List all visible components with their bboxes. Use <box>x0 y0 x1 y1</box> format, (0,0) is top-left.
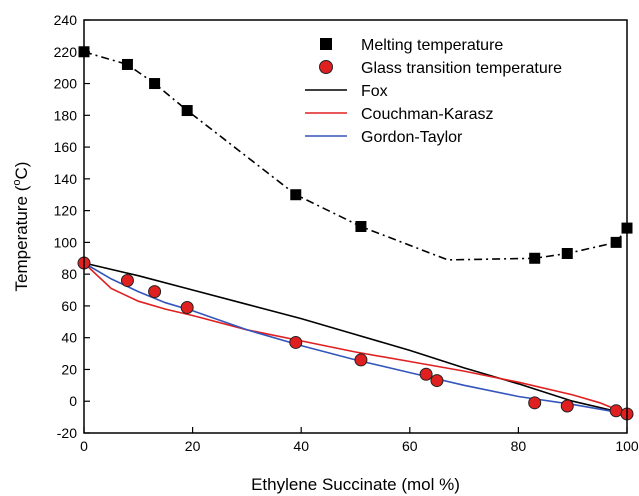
y-tick-label: 220 <box>54 44 78 60</box>
y-tick-label: 40 <box>61 330 77 346</box>
y-axis-title-unit: C) <box>12 162 31 180</box>
glass-transition-marker <box>609 404 623 418</box>
y-tick-label: 20 <box>61 361 77 377</box>
y-axis-title: Temperature (oC) <box>11 162 31 292</box>
x-axis-title: Ethylene Succinate (mol %) <box>251 475 460 494</box>
y-tick-label: -20 <box>57 425 77 441</box>
y-tick-label: 180 <box>54 107 78 123</box>
melting-point-marker <box>529 252 541 264</box>
glass-transition-marker <box>289 335 303 349</box>
legend-circle-icon <box>319 60 333 74</box>
x-tick-label: 100 <box>615 438 639 454</box>
y-tick-label: 240 <box>54 12 78 28</box>
legend-label: Glass transition temperature <box>361 60 562 77</box>
x-tick-label: 0 <box>80 438 88 454</box>
plot-frame <box>83 19 628 434</box>
melting-point-marker <box>149 78 161 90</box>
glass-transition-marker <box>354 353 368 367</box>
x-tick-label: 20 <box>185 438 201 454</box>
legend-label: Couchman-Karasz <box>361 106 494 123</box>
legend: Melting temperature Glass transition temp… <box>305 37 562 146</box>
plot-markers <box>77 46 634 421</box>
melting-point-marker <box>121 58 133 70</box>
melting-point-marker <box>561 248 573 260</box>
x-tick-label: 60 <box>402 438 418 454</box>
melting-point-marker <box>290 189 302 201</box>
y-axis-title-degree: o <box>11 180 23 186</box>
melting-point-marker <box>181 105 193 117</box>
series-line-5 <box>83 262 628 415</box>
y-tick-label: 0 <box>69 393 77 409</box>
y-tick-label: 200 <box>54 76 78 92</box>
legend-label: Gordon-Taylor <box>361 129 463 146</box>
y-tick-label: 140 <box>54 171 78 187</box>
glass-transition-marker <box>180 301 194 315</box>
y-axis-ticks: -20 0 20 40 60 80 100 120 140 160 180 200 220 240 <box>54 12 90 441</box>
legend-square-icon <box>320 38 332 50</box>
y-tick-label: 120 <box>54 203 78 219</box>
series-line-3 <box>83 262 628 415</box>
y-tick-label: 80 <box>61 266 77 282</box>
legend-label: Fox <box>361 83 388 100</box>
glass-transition-marker <box>419 367 433 381</box>
x-axis-ticks: 0 20 40 60 80 100 <box>80 427 639 454</box>
melting-point-marker <box>610 236 622 248</box>
y-tick-label: 100 <box>54 234 78 250</box>
y-tick-label: 60 <box>61 298 77 314</box>
glass-transition-marker <box>148 285 162 299</box>
glass-transition-marker <box>560 399 574 413</box>
y-tick-label: 160 <box>54 139 78 155</box>
y-axis-title-main: Temperature ( <box>12 185 31 291</box>
glass-transition-marker <box>528 396 542 410</box>
legend-label: Melting temperature <box>361 37 503 54</box>
x-tick-label: 80 <box>511 438 527 454</box>
melting-point-marker <box>355 221 367 232</box>
x-tick-label: 40 <box>293 438 309 454</box>
glass-transition-marker <box>430 374 444 388</box>
glass-transition-marker <box>120 274 134 288</box>
series-line-4 <box>83 262 628 415</box>
